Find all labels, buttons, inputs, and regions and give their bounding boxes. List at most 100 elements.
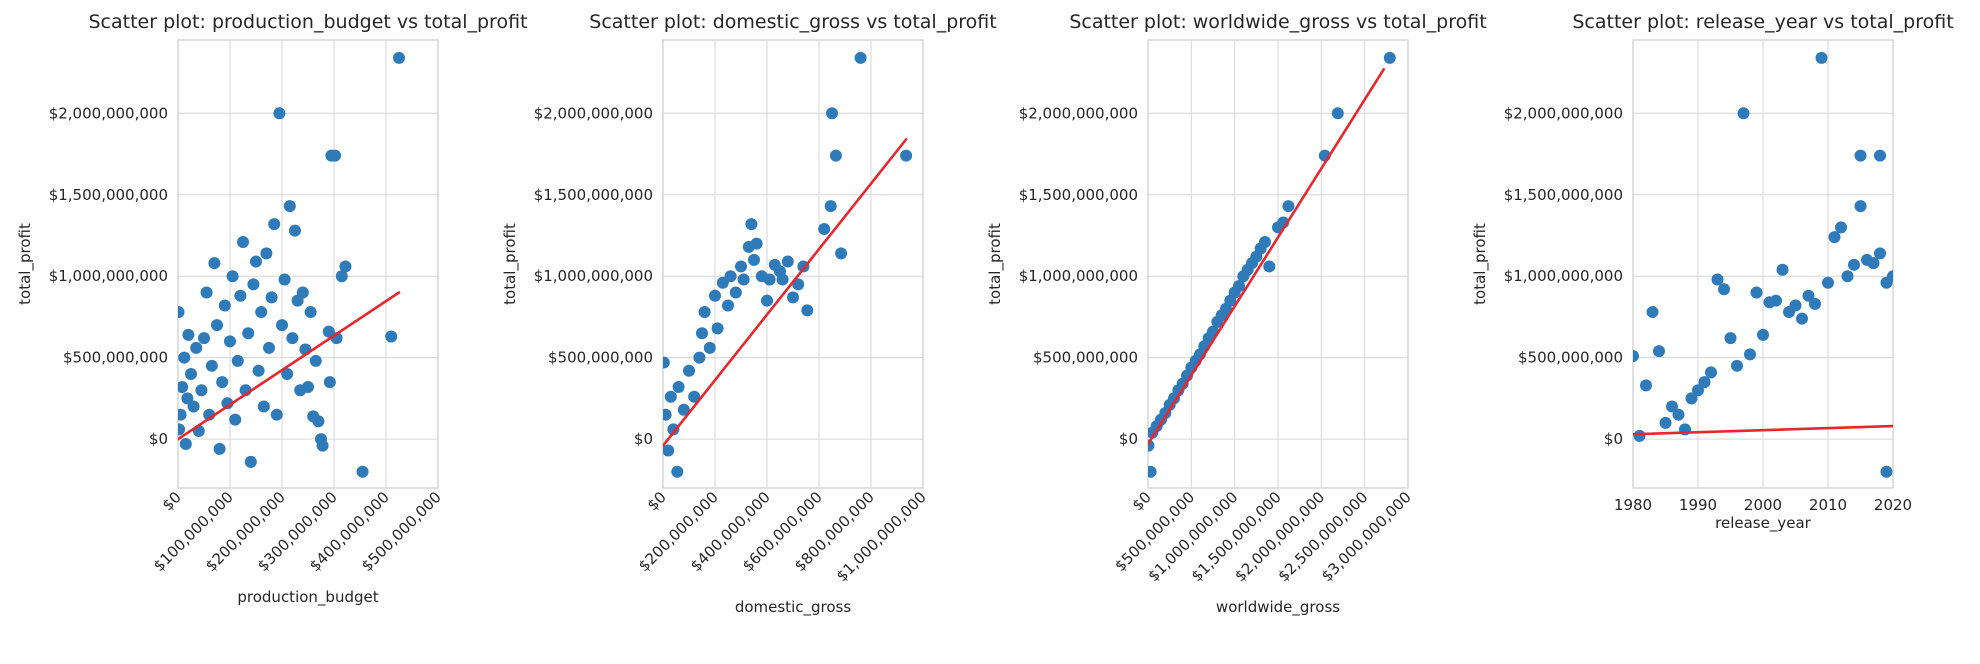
data-point xyxy=(854,51,867,64)
data-point xyxy=(265,291,278,304)
y-axis-label: total_profit xyxy=(16,223,35,305)
data-point xyxy=(178,380,189,393)
data-point xyxy=(1633,429,1646,442)
y-tick-label: $2,000,000,000 xyxy=(1504,104,1623,122)
data-point xyxy=(185,367,197,380)
data-point xyxy=(698,306,711,319)
x-tick-label: 2020 xyxy=(1874,496,1912,514)
subplot-domestic-gross: $0 $500,000,000 $1,000,000,000 $1,500,000,0… xyxy=(501,11,997,617)
data-point xyxy=(722,299,734,312)
data-point xyxy=(393,51,405,64)
data-point xyxy=(339,260,352,273)
data-point xyxy=(205,359,218,372)
x-tick-label: 1980 xyxy=(1614,496,1652,514)
y-tick-label: $500,000,000 xyxy=(63,349,168,367)
data-point xyxy=(1640,379,1652,392)
data-point xyxy=(781,255,794,268)
x-axis-label: production_budget xyxy=(237,588,378,607)
x-tick-label: $0 xyxy=(1129,488,1155,514)
data-point xyxy=(1282,200,1295,213)
data-point xyxy=(1854,149,1867,162)
data-point xyxy=(286,332,299,345)
data-point xyxy=(218,299,231,312)
data-point xyxy=(255,306,268,319)
data-point xyxy=(1685,392,1698,405)
data-point xyxy=(1698,376,1711,389)
data-point xyxy=(316,439,329,452)
data-point xyxy=(735,260,747,273)
x-tick-label: 1990 xyxy=(1679,496,1717,514)
data-point xyxy=(1705,366,1717,379)
data-point xyxy=(663,408,672,421)
data-point xyxy=(211,319,223,332)
x-tick-label: $0 xyxy=(159,488,185,514)
y-tick-label: $1,000,000,000 xyxy=(1019,267,1138,285)
y-tick-label: $0 xyxy=(149,430,168,448)
data-point xyxy=(1815,51,1828,64)
data-point xyxy=(672,380,685,393)
data-point xyxy=(1809,297,1821,310)
data-point xyxy=(1646,306,1659,319)
data-point xyxy=(1659,416,1672,429)
data-point xyxy=(1718,283,1730,296)
data-point xyxy=(231,354,244,367)
data-point xyxy=(276,319,288,332)
y-tick-label: $500,000,000 xyxy=(1518,349,1623,367)
data-point xyxy=(200,286,213,299)
data-point xyxy=(711,322,724,335)
data-point xyxy=(179,438,192,451)
data-point xyxy=(323,376,336,389)
y-tick-label: $1,000,000,000 xyxy=(49,267,168,285)
x-tick-label: 2000 xyxy=(1744,496,1782,514)
data-point xyxy=(1633,350,1639,363)
data-point xyxy=(1383,51,1396,64)
data-point xyxy=(356,465,369,478)
data-point xyxy=(273,107,286,120)
plot-frame xyxy=(1147,39,1409,489)
y-axis-label: total_profit xyxy=(501,223,520,305)
data-point xyxy=(260,247,273,260)
y-tick-label: $1,500,000,000 xyxy=(534,186,653,204)
data-point xyxy=(737,273,750,286)
data-point xyxy=(696,327,708,340)
data-point xyxy=(677,403,690,416)
x-tick-label: $1,000,000,000 xyxy=(833,488,930,585)
data-point xyxy=(1874,247,1886,260)
data-point xyxy=(1744,348,1756,361)
data-point xyxy=(213,442,226,455)
y-tick-label: $0 xyxy=(1604,430,1623,448)
data-point xyxy=(1880,465,1893,478)
data-point xyxy=(667,423,680,436)
data-point xyxy=(309,354,322,367)
data-point xyxy=(787,291,799,304)
data-point xyxy=(270,408,283,421)
y-tick-label: $0 xyxy=(634,430,653,448)
data-point xyxy=(289,224,301,237)
data-point xyxy=(1711,273,1724,286)
data-point xyxy=(745,218,758,231)
data-point xyxy=(283,200,296,213)
y-tick-label: $1,500,000,000 xyxy=(1504,186,1623,204)
data-point xyxy=(1854,200,1867,213)
data-point xyxy=(1757,328,1769,341)
y-tick-label: $1,500,000,000 xyxy=(1019,186,1138,204)
x-axis-label: release_year xyxy=(1715,514,1811,533)
data-point xyxy=(242,327,255,340)
data-point xyxy=(195,384,208,397)
regression-line xyxy=(178,291,401,441)
regression-line xyxy=(1148,68,1386,446)
y-tick-label: $500,000,000 xyxy=(1033,349,1138,367)
data-point xyxy=(335,270,348,283)
data-point xyxy=(1724,332,1737,345)
data-point xyxy=(1148,465,1157,478)
data-layer xyxy=(178,51,405,478)
x-tick-label: $0 xyxy=(644,488,670,514)
data-point xyxy=(198,332,210,345)
data-point xyxy=(178,351,191,364)
data-point xyxy=(181,392,194,405)
y-tick-label: $2,000,000,000 xyxy=(534,104,653,122)
data-point xyxy=(1828,231,1841,244)
data-point xyxy=(1874,149,1886,162)
data-point xyxy=(801,304,814,317)
